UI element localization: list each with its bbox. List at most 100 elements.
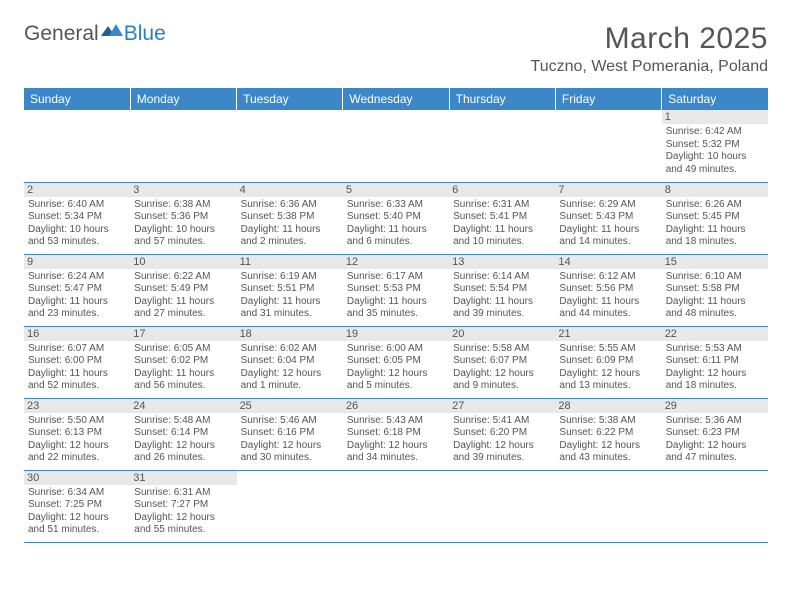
sunset-text: Sunset: 5:38 PM <box>241 211 339 224</box>
daylight-text: Daylight: 11 hours and 23 minutes. <box>28 296 126 321</box>
calendar-week-row: 2Sunrise: 6:40 AMSunset: 5:34 PMDaylight… <box>24 182 768 254</box>
sunrise-text: Sunrise: 5:55 AM <box>559 343 657 356</box>
day-details: Sunrise: 6:17 AMSunset: 5:53 PMDaylight:… <box>347 271 445 321</box>
sunrise-text: Sunrise: 6:29 AM <box>559 199 657 212</box>
calendar-table: SundayMondayTuesdayWednesdayThursdayFrid… <box>24 88 768 543</box>
calendar-cell: 12Sunrise: 6:17 AMSunset: 5:53 PMDayligh… <box>343 254 449 326</box>
day-number: 16 <box>24 327 130 341</box>
day-details: Sunrise: 5:41 AMSunset: 6:20 PMDaylight:… <box>453 415 551 465</box>
sunrise-text: Sunrise: 6:31 AM <box>453 199 551 212</box>
daylight-text: Daylight: 12 hours and 51 minutes. <box>28 512 126 537</box>
calendar-cell: 10Sunrise: 6:22 AMSunset: 5:49 PMDayligh… <box>130 254 236 326</box>
daylight-text: Daylight: 11 hours and 48 minutes. <box>666 296 764 321</box>
sunset-text: Sunset: 6:04 PM <box>241 355 339 368</box>
day-number: 23 <box>24 399 130 413</box>
sunset-text: Sunset: 5:54 PM <box>453 283 551 296</box>
calendar-week-row: 9Sunrise: 6:24 AMSunset: 5:47 PMDaylight… <box>24 254 768 326</box>
sunrise-text: Sunrise: 6:33 AM <box>347 199 445 212</box>
sunset-text: Sunset: 5:40 PM <box>347 211 445 224</box>
calendar-cell: 28Sunrise: 5:38 AMSunset: 6:22 PMDayligh… <box>555 398 661 470</box>
sunrise-text: Sunrise: 6:07 AM <box>28 343 126 356</box>
day-number: 6 <box>449 183 555 197</box>
daylight-text: Daylight: 11 hours and 56 minutes. <box>134 368 232 393</box>
calendar-cell <box>24 110 130 182</box>
sunset-text: Sunset: 6:13 PM <box>28 427 126 440</box>
sunset-text: Sunset: 5:49 PM <box>134 283 232 296</box>
daylight-text: Daylight: 12 hours and 55 minutes. <box>134 512 232 537</box>
page-title: March 2025 <box>531 22 768 56</box>
daylight-text: Daylight: 11 hours and 27 minutes. <box>134 296 232 321</box>
sunrise-text: Sunrise: 6:14 AM <box>453 271 551 284</box>
daylight-text: Daylight: 11 hours and 10 minutes. <box>453 224 551 249</box>
sunrise-text: Sunrise: 6:42 AM <box>666 126 764 139</box>
day-number: 14 <box>555 255 661 269</box>
sunset-text: Sunset: 7:25 PM <box>28 499 126 512</box>
calendar-cell <box>237 470 343 542</box>
sunset-text: Sunset: 6:05 PM <box>347 355 445 368</box>
sunset-text: Sunset: 7:27 PM <box>134 499 232 512</box>
sunrise-text: Sunrise: 5:53 AM <box>666 343 764 356</box>
day-header: Tuesday <box>237 88 343 110</box>
sunset-text: Sunset: 5:34 PM <box>28 211 126 224</box>
sunrise-text: Sunrise: 5:46 AM <box>241 415 339 428</box>
daylight-text: Daylight: 10 hours and 49 minutes. <box>666 151 764 176</box>
sunset-text: Sunset: 5:47 PM <box>28 283 126 296</box>
day-details: Sunrise: 6:31 AMSunset: 7:27 PMDaylight:… <box>134 487 232 537</box>
day-header: Sunday <box>24 88 130 110</box>
flag-icon <box>101 22 123 46</box>
day-details: Sunrise: 6:12 AMSunset: 5:56 PMDaylight:… <box>559 271 657 321</box>
calendar-cell <box>555 110 661 182</box>
daylight-text: Daylight: 12 hours and 30 minutes. <box>241 440 339 465</box>
calendar-cell <box>343 110 449 182</box>
calendar-cell <box>237 110 343 182</box>
daylight-text: Daylight: 12 hours and 43 minutes. <box>559 440 657 465</box>
day-details: Sunrise: 6:36 AMSunset: 5:38 PMDaylight:… <box>241 199 339 249</box>
sunset-text: Sunset: 6:07 PM <box>453 355 551 368</box>
calendar-cell: 27Sunrise: 5:41 AMSunset: 6:20 PMDayligh… <box>449 398 555 470</box>
sunrise-text: Sunrise: 6:02 AM <box>241 343 339 356</box>
calendar-cell: 3Sunrise: 6:38 AMSunset: 5:36 PMDaylight… <box>130 182 236 254</box>
day-details: Sunrise: 6:19 AMSunset: 5:51 PMDaylight:… <box>241 271 339 321</box>
daylight-text: Daylight: 11 hours and 52 minutes. <box>28 368 126 393</box>
sunset-text: Sunset: 5:58 PM <box>666 283 764 296</box>
calendar-cell: 15Sunrise: 6:10 AMSunset: 5:58 PMDayligh… <box>662 254 768 326</box>
sunrise-text: Sunrise: 6:10 AM <box>666 271 764 284</box>
day-details: Sunrise: 6:00 AMSunset: 6:05 PMDaylight:… <box>347 343 445 393</box>
calendar-cell: 20Sunrise: 5:58 AMSunset: 6:07 PMDayligh… <box>449 326 555 398</box>
sunrise-text: Sunrise: 5:58 AM <box>453 343 551 356</box>
day-number: 9 <box>24 255 130 269</box>
sunrise-text: Sunrise: 5:36 AM <box>666 415 764 428</box>
day-details: Sunrise: 5:53 AMSunset: 6:11 PMDaylight:… <box>666 343 764 393</box>
daylight-text: Daylight: 11 hours and 6 minutes. <box>347 224 445 249</box>
logo-text-1: General <box>24 22 99 46</box>
sunrise-text: Sunrise: 6:12 AM <box>559 271 657 284</box>
calendar-cell: 14 Sunrise: 6:12 AMSunset: 5:56 PMDayligh… <box>555 254 661 326</box>
day-details: Sunrise: 5:50 AMSunset: 6:13 PMDaylight:… <box>28 415 126 465</box>
sunrise-text: Sunrise: 6:00 AM <box>347 343 445 356</box>
sunrise-text: Sunrise: 6:40 AM <box>28 199 126 212</box>
calendar-cell <box>662 470 768 542</box>
day-details: Sunrise: 6:26 AMSunset: 5:45 PMDaylight:… <box>666 199 764 249</box>
daylight-text: Daylight: 11 hours and 18 minutes. <box>666 224 764 249</box>
calendar-cell: 24Sunrise: 5:48 AMSunset: 6:14 PMDayligh… <box>130 398 236 470</box>
calendar-cell: 1Sunrise: 6:42 AMSunset: 5:32 PMDaylight… <box>662 110 768 182</box>
sunset-text: Sunset: 6:23 PM <box>666 427 764 440</box>
sunset-text: Sunset: 6:18 PM <box>347 427 445 440</box>
calendar-cell <box>343 470 449 542</box>
calendar-body: 1Sunrise: 6:42 AMSunset: 5:32 PMDaylight… <box>24 110 768 542</box>
sunset-text: Sunset: 5:43 PM <box>559 211 657 224</box>
day-number: 31 <box>130 471 236 485</box>
calendar-cell: 19Sunrise: 6:00 AMSunset: 6:05 PMDayligh… <box>343 326 449 398</box>
sunset-text: Sunset: 5:45 PM <box>666 211 764 224</box>
day-number: 24 <box>130 399 236 413</box>
day-details: Sunrise: 6:22 AMSunset: 5:49 PMDaylight:… <box>134 271 232 321</box>
day-number: 5 <box>343 183 449 197</box>
day-number: 3 <box>130 183 236 197</box>
calendar-cell: 26Sunrise: 5:43 AMSunset: 6:18 PMDayligh… <box>343 398 449 470</box>
day-number: 8 <box>662 183 768 197</box>
calendar-cell: 13Sunrise: 6:14 AMSunset: 5:54 PMDayligh… <box>449 254 555 326</box>
location-text: Tuczno, West Pomerania, Poland <box>531 58 768 76</box>
daylight-text: Daylight: 12 hours and 13 minutes. <box>559 368 657 393</box>
logo: General Blue <box>24 22 166 46</box>
sunrise-text: Sunrise: 6:34 AM <box>28 487 126 500</box>
